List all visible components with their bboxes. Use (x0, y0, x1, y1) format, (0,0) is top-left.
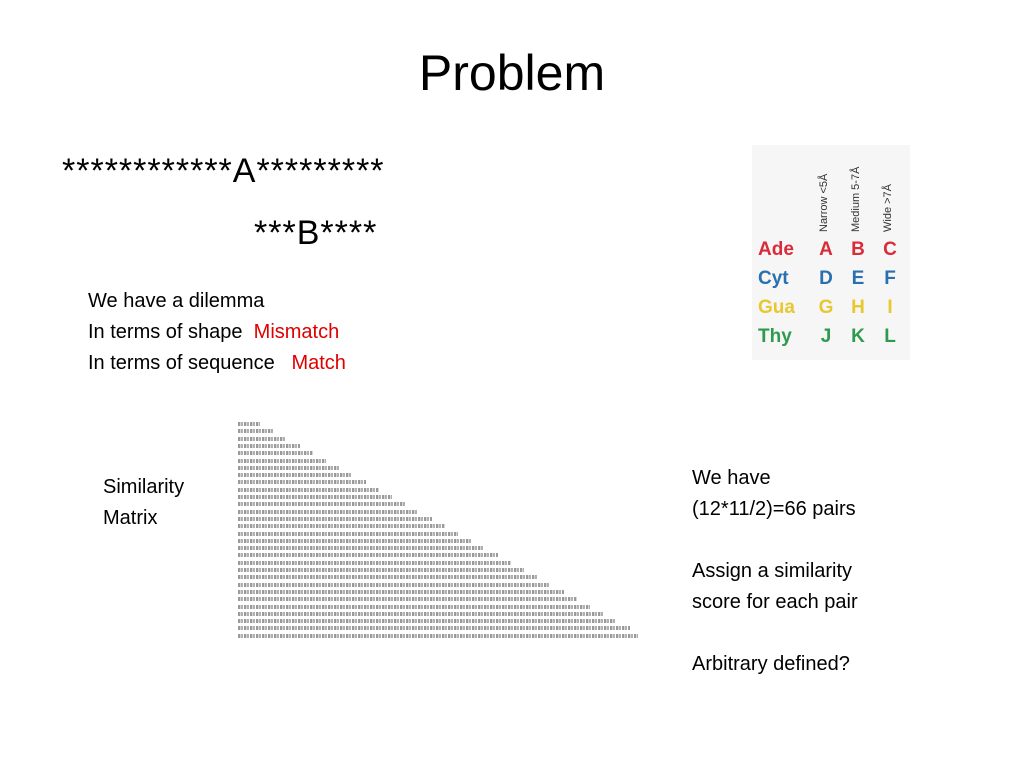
sequence-a: ************A********* (62, 152, 385, 190)
matrix-row (238, 451, 313, 456)
groove-code: I (887, 297, 893, 318)
matrix-row (238, 436, 287, 441)
column-header: Wide >7Å (882, 184, 894, 232)
groove-code: E (851, 268, 865, 289)
base-name: Gua (758, 297, 795, 318)
matrix-row (238, 465, 340, 470)
label-line: Similarity (103, 476, 185, 498)
shape-line: In terms of shape Mismatch (88, 317, 346, 348)
matrix-row (238, 626, 630, 631)
groove-code: G (818, 297, 834, 318)
label-line: Matrix (103, 507, 158, 529)
column-header: Narrow <5Å (818, 173, 830, 232)
matrix-row (238, 538, 472, 543)
table-row: Cyt D E F (758, 268, 906, 290)
groove-code: F (884, 268, 896, 289)
sequence-value: Match (291, 352, 346, 374)
groove-code: J (820, 326, 832, 347)
groove-width-table: Narrow <5Å Medium 5-7Å Wide >7Å Ade A B C Cy… (752, 145, 910, 360)
matrix-row (238, 546, 485, 551)
matrix-row (238, 597, 577, 602)
matrix-row (238, 524, 445, 529)
text-line: (12*11/2)=66 pairs (692, 498, 856, 520)
matrix-row (238, 473, 353, 478)
matrix-row (238, 509, 419, 514)
sequence-label: In terms of sequence (88, 352, 275, 374)
groove-code: H (851, 297, 865, 318)
sequence-b: ***B**** (254, 214, 378, 252)
pairs-text: We have (12*11/2)=66 pairs Assign a simil… (692, 463, 858, 711)
matrix-row (238, 429, 274, 434)
matrix-row (238, 495, 392, 499)
text-line: We have (692, 467, 771, 489)
dilemma-line: We have a dilemma (88, 290, 265, 312)
shape-label: In terms of shape (88, 321, 243, 343)
base-name: Thy (758, 326, 792, 347)
matrix-row (238, 422, 260, 426)
matrix-row (238, 604, 590, 609)
matrix-row (238, 633, 638, 638)
similarity-matrix-label: Similarity Matrix (103, 472, 184, 534)
text-line: Assign a similarity (692, 560, 853, 582)
slide-title: Problem (418, 45, 606, 101)
matrix-row (238, 611, 604, 616)
groove-code: A (819, 239, 833, 260)
matrix-row (238, 531, 458, 536)
column-header: Medium 5-7Å (850, 166, 862, 232)
groove-code: D (819, 268, 833, 289)
groove-code: K (851, 326, 865, 347)
matrix-row (238, 502, 406, 507)
matrix-row (238, 443, 300, 448)
matrix-row (238, 589, 564, 594)
groove-code: L (884, 326, 896, 347)
matrix-row (238, 582, 551, 587)
table-row: Ade A B C (758, 239, 906, 261)
text-line: score for each pair (692, 591, 858, 613)
matrix-row (238, 516, 432, 521)
table-row: Thy J K L (758, 326, 906, 348)
matrix-row (238, 619, 617, 624)
matrix-row (238, 480, 366, 485)
matrix-row (238, 487, 379, 492)
sequence-line: In terms of sequence Match (88, 348, 346, 379)
matrix-row (238, 560, 511, 565)
text-line: Arbitrary defined? (692, 653, 850, 675)
similarity-matrix-image (238, 420, 638, 645)
shape-value: Mismatch (253, 321, 340, 343)
matrix-row (238, 553, 498, 558)
table-row: Gua G H I (758, 297, 906, 319)
groove-code: B (851, 239, 865, 260)
matrix-row (238, 575, 538, 580)
groove-code: C (883, 239, 897, 260)
base-name: Ade (758, 239, 794, 260)
matrix-row (238, 458, 326, 463)
dilemma-text: We have a dilemma In terms of shape Mism… (88, 286, 346, 379)
base-name: Cyt (758, 268, 789, 289)
matrix-row (238, 568, 524, 572)
